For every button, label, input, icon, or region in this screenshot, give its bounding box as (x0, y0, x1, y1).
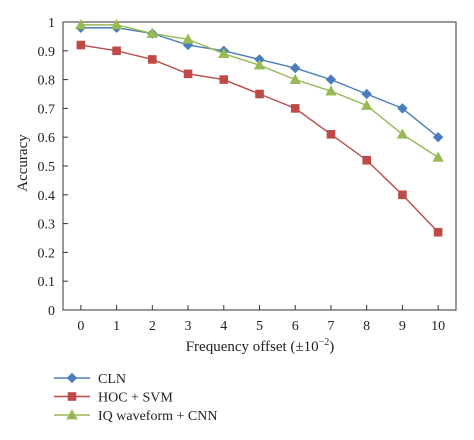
y-tick-label: 0 (48, 304, 55, 319)
x-axis-title: Frequency offset (±10−2) (186, 337, 335, 355)
data-point-hoc-svm (326, 130, 336, 139)
x-tick-label: 1 (113, 319, 120, 334)
y-tick-label: 0.8 (38, 74, 56, 89)
x-tick-label: 5 (256, 319, 263, 334)
series-layer (75, 19, 444, 237)
data-point-iq-waveform-cnn (253, 59, 266, 70)
data-point-iq-waveform-cnn (110, 19, 123, 30)
legend-item-hoc-svm: HOC + SVM (54, 391, 173, 406)
data-point-cln (290, 62, 301, 74)
data-point-iq-waveform-cnn (218, 47, 230, 59)
y-tick-label: 0.9 (38, 45, 56, 60)
data-point-iq-waveform-cnn (289, 73, 301, 84)
data-point-hoc-svm (433, 227, 443, 237)
data-point-hoc-svm (148, 55, 157, 64)
data-point-cln (397, 103, 408, 114)
y-axis-title: Accuracy (15, 134, 31, 192)
data-point-hoc-svm (362, 155, 371, 165)
x-axis-title-main: Frequency offset (±10 (186, 339, 319, 355)
x-tick-label: 2 (149, 319, 156, 334)
x-tick-label: 3 (185, 319, 192, 334)
data-point-iq-waveform-cnn (182, 33, 194, 44)
y-tick-label: 1 (48, 16, 55, 31)
x-tick-label: 7 (327, 319, 334, 334)
x-axis-title-exponent: −2 (319, 337, 330, 348)
data-point-hoc-svm (255, 89, 264, 99)
series-hoc-svm (76, 40, 443, 237)
y-tick-label: 0.4 (38, 189, 56, 204)
y-tick-label: 0.6 (38, 131, 56, 146)
y-axis: 0 0.1 0.2 0.3 0.4 0.5 0.6 0.7 0.8 0.9 1 (38, 16, 68, 319)
data-point-iq-waveform-cnn (146, 27, 158, 38)
legend-label: CLN (98, 372, 126, 387)
data-point-iq-waveform-cnn (361, 99, 373, 110)
y-tick-label: 0.2 (38, 246, 56, 261)
data-point-hoc-svm (290, 104, 300, 113)
data-point-iq-waveform-cnn (432, 151, 444, 162)
legend-item-iq-waveform-cnn: IQ waveform + CNN (54, 409, 217, 424)
data-point-iq-waveform-cnn (75, 19, 87, 30)
series-iq-waveform-cnn (75, 19, 444, 162)
data-point-hoc-svm (183, 69, 193, 79)
data-point-iq-waveform-cnn (325, 85, 337, 96)
x-axis-title-suffix: ) (329, 339, 334, 355)
data-point-hoc-svm (398, 190, 407, 200)
x-tick-label: 4 (220, 319, 227, 334)
y-tick-label: 0.5 (38, 160, 56, 175)
y-tick-label: 0.7 (38, 102, 56, 117)
x-tick-label: 0 (77, 319, 84, 334)
series-line-hoc-svm (80, 44, 439, 233)
data-point-cln (361, 88, 372, 100)
legend: CLN HOC + SVM IQ waveform + CNN (54, 372, 217, 424)
data-point-hoc-svm (219, 75, 229, 84)
x-axis: 0 1 2 3 4 5 6 7 8 9 10 (77, 305, 445, 334)
data-point-hoc-svm (112, 46, 121, 56)
legend-label: HOC + SVM (98, 391, 173, 406)
data-point-cln (432, 131, 444, 143)
legend-label: IQ waveform + CNN (98, 409, 217, 424)
x-tick-label: 10 (431, 319, 445, 334)
legend-item-cln: CLN (54, 372, 126, 387)
legend-marker (66, 372, 78, 384)
x-tick-label: 8 (363, 319, 370, 334)
legend-marker (66, 409, 78, 420)
series-cln (75, 22, 444, 143)
data-point-hoc-svm (76, 40, 86, 50)
legend-marker (67, 392, 77, 401)
x-tick-label: 6 (292, 319, 299, 334)
x-tick-label: 9 (399, 319, 406, 334)
data-point-cln (325, 74, 337, 85)
y-tick-label: 0.1 (38, 275, 56, 290)
data-point-iq-waveform-cnn (396, 128, 409, 139)
y-tick-label: 0.3 (38, 218, 56, 233)
